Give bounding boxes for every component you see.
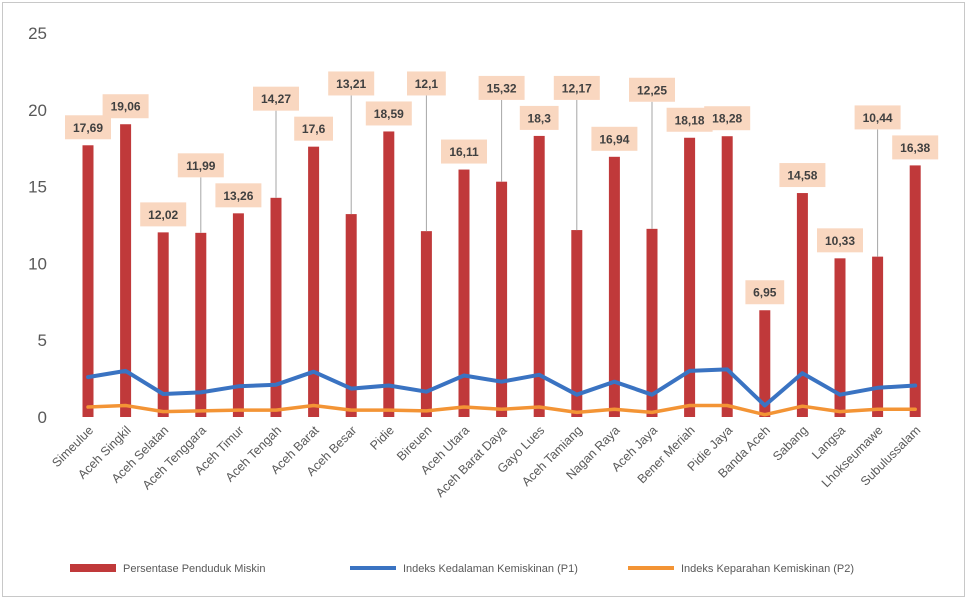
data-label: 19,06	[111, 100, 141, 114]
data-label-box	[591, 126, 638, 151]
bar	[120, 124, 132, 417]
data-label: 18,18	[675, 113, 705, 127]
legend-swatch-bar	[70, 564, 116, 572]
bar	[796, 193, 808, 417]
data-label-box	[253, 86, 299, 111]
bar	[383, 131, 395, 418]
data-label: 14,27	[261, 92, 291, 106]
data-label-box	[328, 71, 375, 96]
bar	[195, 232, 207, 417]
data-label: 12,1	[415, 77, 439, 91]
data-label: 17,6	[302, 122, 326, 136]
data-label: 15,32	[487, 81, 517, 95]
bar	[232, 213, 244, 417]
line-series	[86, 367, 918, 417]
data-label-box	[519, 105, 559, 130]
data-label-box	[177, 153, 224, 178]
data-label: 13,21	[336, 77, 366, 91]
data-label-box	[629, 77, 675, 102]
y-tick-label: 5	[38, 331, 47, 350]
data-label-box	[441, 139, 487, 164]
data-label-box	[102, 94, 149, 119]
bar	[270, 197, 282, 417]
y-tick-label: 15	[28, 178, 47, 197]
data-label-box	[892, 135, 939, 160]
data-label: 18,59	[374, 107, 404, 121]
bar	[308, 146, 320, 417]
data-label: 18,28	[712, 112, 742, 126]
data-label-box	[215, 183, 262, 208]
legend-label: Persentase Penduduk Miskin	[123, 563, 265, 575]
y-tick-label: 20	[28, 101, 47, 120]
bar	[872, 256, 884, 417]
data-label: 16,94	[599, 132, 629, 146]
data-label-box	[294, 116, 333, 141]
y-axis: 0 5 10 15 20 25	[28, 24, 47, 427]
data-label-box	[478, 75, 525, 100]
bar	[909, 165, 921, 417]
data-label: 18,3	[528, 111, 552, 125]
data-label: 13,26	[223, 189, 253, 203]
legend-label: Indeks Kedalaman Kemiskinan (P1)	[403, 563, 578, 575]
legend: Persentase Penduduk Miskin Indeks Kedalam…	[70, 563, 854, 575]
y-tick-label: 25	[28, 24, 47, 43]
data-label: 14,58	[787, 169, 817, 183]
data-label: 12,25	[637, 83, 667, 97]
data-label: 10,44	[863, 111, 893, 125]
bar	[496, 181, 508, 417]
data-labels: 17,69 19,06 12,02 11,99 13,26 14,27 17,6 13,21 1…	[65, 71, 939, 305]
data-label-box	[140, 202, 187, 227]
data-label-box	[407, 71, 446, 96]
legend-label: Indeks Keparahan Kemiskinan (P2)	[681, 563, 854, 575]
data-label: 12,17	[562, 81, 592, 95]
data-label-box	[817, 228, 863, 253]
data-label: 12,02	[148, 208, 178, 222]
bar	[684, 137, 696, 418]
bar	[345, 214, 357, 417]
bar	[834, 258, 846, 417]
x-tick-label: Sabang	[770, 423, 810, 463]
bar	[721, 136, 733, 418]
data-label-box	[854, 105, 901, 130]
bar	[533, 135, 545, 418]
bar	[608, 156, 620, 417]
y-tick-label: 10	[28, 254, 47, 273]
data-label: 17,69	[73, 121, 103, 135]
series-line-p1	[86, 367, 918, 408]
bar	[82, 145, 94, 417]
bar-series	[82, 124, 921, 418]
data-label-box	[779, 163, 826, 188]
bar	[157, 232, 169, 417]
bar	[646, 228, 658, 417]
label-leader-lines	[200, 95, 879, 257]
data-label: 10,33	[825, 234, 855, 248]
series-line-p2	[86, 403, 917, 417]
bar	[420, 231, 432, 417]
data-label: 6,95	[753, 286, 777, 300]
bar	[458, 169, 470, 417]
y-tick-label: 0	[38, 408, 47, 427]
data-label-box	[704, 106, 751, 131]
data-label-box	[365, 101, 412, 126]
data-label-box	[745, 280, 785, 305]
x-tick-label: Pidie	[367, 423, 397, 453]
bar	[759, 310, 771, 417]
data-label-box	[65, 115, 111, 140]
data-label: 16,38	[900, 141, 930, 155]
data-label-box	[553, 75, 600, 100]
data-label: 16,11	[449, 145, 479, 159]
data-label: 11,99	[186, 159, 216, 173]
bar	[571, 230, 583, 417]
